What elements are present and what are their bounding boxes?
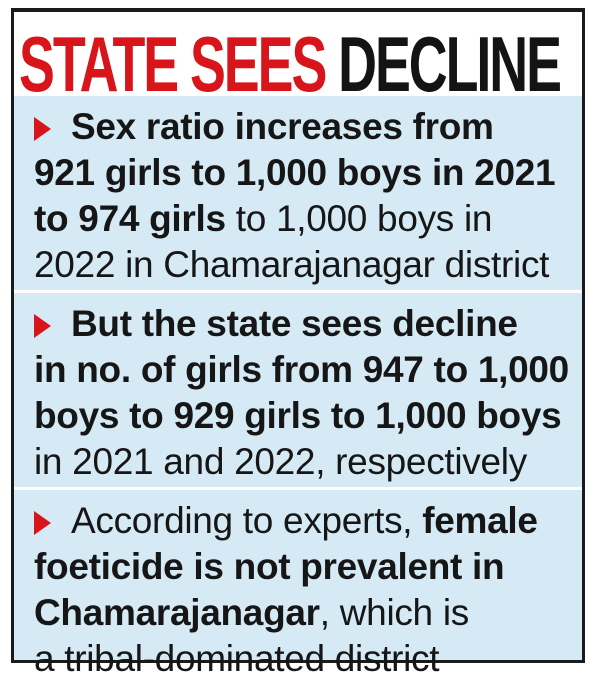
point-1-line-3: to 974 girls to 1,000 boys in	[34, 196, 582, 242]
point-1-line-3-bold: to 974 girls	[34, 198, 226, 239]
headline-dark-part: DECLINE	[338, 20, 562, 108]
point-3-line-3-bold: Chamarajanagar	[34, 592, 320, 633]
point-3-line-1: According to experts, female	[34, 498, 582, 544]
point-1-line-4: 2022 in Chamarajanagar district	[34, 244, 550, 285]
point-2-line-2: in no. of girls from 947 to 1,000	[34, 349, 569, 390]
point-panel-3: According to experts, female foeticide i…	[14, 490, 582, 679]
bullet-arrow-icon	[34, 314, 51, 338]
point-1-line-1: Sex ratio increases from	[34, 104, 582, 150]
infobox: STATE SEES DECLINE Sex ratio increases f…	[11, 8, 585, 679]
point-2-line-4: in 2021 and 2022, respectively	[34, 441, 527, 482]
point-3-line-2: foeticide is not prevalent in	[34, 546, 505, 587]
point-2-line-1-text: But the state sees decline	[71, 303, 518, 344]
point-1-line-2: 921 girls to 1,000 boys in 2021	[34, 152, 556, 193]
point-panel-1: Sex ratio increases from 921 girls to 1,…	[14, 96, 582, 290]
point-1-line-3-regular: to 1,000 boys in	[225, 198, 493, 239]
bullet-arrow-icon	[34, 511, 51, 535]
point-3-line-3-regular: , which is	[319, 592, 469, 633]
headline-red-part: STATE SEES	[19, 20, 327, 108]
bullet-arrow-icon	[34, 117, 51, 141]
point-3-line-1-bold: female	[422, 500, 538, 541]
headline: STATE SEES DECLINE	[19, 25, 562, 103]
point-2-line-3: boys to 929 girls to 1,000 boys	[34, 395, 562, 436]
point-panel-2: But the state sees decline in no. of gir…	[14, 293, 582, 487]
point-3-line-4: a tribal-dominated district	[34, 638, 440, 679]
point-3-line-1-regular: According to experts,	[71, 500, 423, 541]
point-2-line-1: But the state sees decline	[34, 301, 582, 347]
point-3-line-3: Chamarajanagar, which is	[34, 590, 582, 636]
point-1-line-1-text: Sex ratio increases from	[71, 106, 494, 147]
